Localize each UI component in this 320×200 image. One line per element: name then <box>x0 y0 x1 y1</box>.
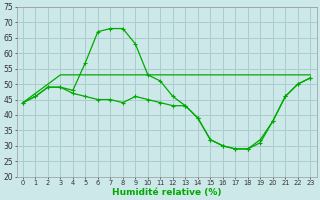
X-axis label: Humidité relative (%): Humidité relative (%) <box>112 188 221 197</box>
